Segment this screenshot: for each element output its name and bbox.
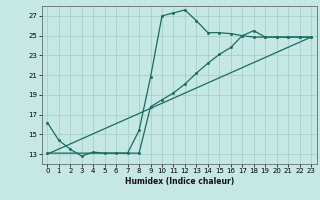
X-axis label: Humidex (Indice chaleur): Humidex (Indice chaleur): [124, 177, 234, 186]
